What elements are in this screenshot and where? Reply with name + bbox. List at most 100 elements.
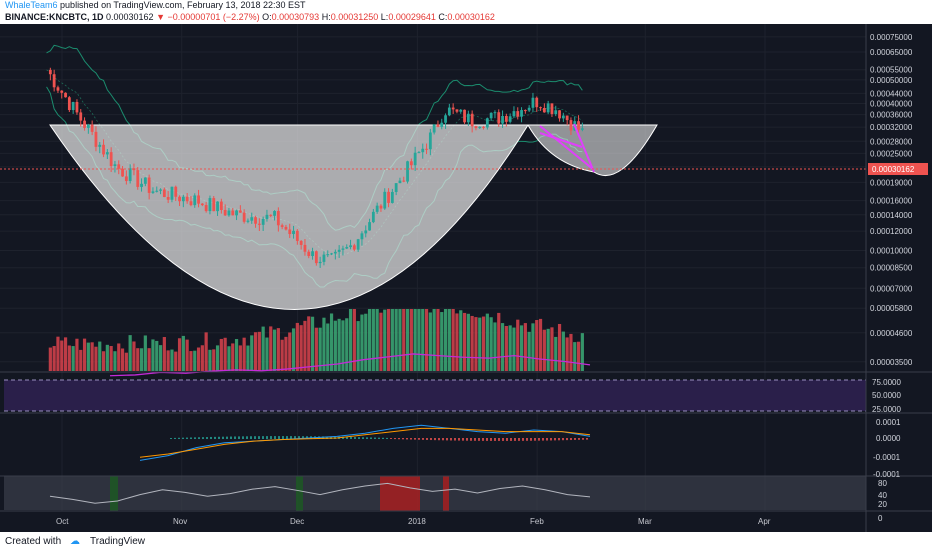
macd-hist-bar	[550, 438, 552, 441]
candle-body	[288, 229, 292, 235]
macd-hist-bar	[582, 438, 584, 440]
volume-bar	[497, 312, 501, 371]
macd-hist-bar	[538, 438, 540, 441]
macd-hist-bar	[518, 438, 520, 441]
volume-bar	[303, 320, 307, 371]
candle-body	[181, 196, 185, 202]
candle-body	[360, 233, 364, 240]
tradingview-brand[interactable]: TradingView	[90, 536, 146, 547]
macd-hist-bar	[302, 436, 304, 439]
open-label: O:	[262, 12, 272, 22]
bollinger-basis	[46, 69, 583, 256]
macd-hist-bar	[378, 437, 380, 439]
volume-bar	[63, 337, 68, 371]
macd-hist-bar	[342, 436, 344, 439]
volume-bar	[557, 323, 562, 371]
candle-body	[512, 111, 516, 117]
candle-body	[413, 152, 417, 166]
candle-body	[447, 107, 451, 116]
candle-body	[451, 107, 455, 110]
volume-bar	[200, 345, 204, 371]
time-tick-dec: Dec	[290, 517, 304, 526]
macd-hist-bar	[482, 438, 484, 441]
macd-hist-bar	[486, 438, 488, 441]
macd-hist-bar	[298, 436, 300, 439]
macd-hist-bar	[278, 436, 280, 439]
volume-bar	[79, 349, 83, 371]
volume-bar	[231, 343, 235, 371]
price-axis-label: 0.00007000	[870, 284, 913, 293]
candle-body	[67, 97, 71, 111]
candle-body	[428, 132, 432, 150]
volume-bar	[284, 336, 288, 371]
macd-hist-bar	[570, 438, 572, 441]
volume-bar	[105, 344, 109, 371]
macd-hist-bar	[218, 436, 220, 439]
macd-hist-bar	[222, 436, 224, 439]
volume-bar	[493, 322, 497, 371]
macd-hist-bar	[526, 438, 528, 441]
volume-bar	[117, 343, 121, 371]
price-axis[interactable]: 0.00075000 0.00065000 0.000550000.00050000…	[870, 33, 913, 367]
macd-tick-neg1: -0.0001	[873, 453, 901, 462]
candle-body	[200, 203, 204, 206]
volume-bar	[440, 312, 444, 371]
macd-hist-bar	[242, 436, 244, 439]
macd-hist-bar	[286, 436, 288, 439]
candle-body	[295, 230, 299, 241]
macd-hist-bar	[426, 438, 428, 440]
volume-bar	[405, 309, 410, 371]
macd-hist-bar	[178, 437, 180, 439]
macd-hist-bar	[414, 438, 416, 440]
time-axis[interactable]: Oct Nov Dec 2018 Feb Mar Apr	[56, 517, 771, 526]
candle-body	[554, 110, 558, 115]
candle-body	[409, 161, 413, 166]
macd-hist-bar	[422, 438, 424, 440]
candle-body	[493, 112, 497, 114]
candle-body	[162, 189, 166, 198]
volume-bar	[451, 309, 455, 371]
candle-body	[561, 115, 565, 119]
macd-hist-bar	[206, 437, 208, 439]
volume-bar	[98, 341, 102, 371]
macd-hist-bar	[406, 438, 408, 440]
volume-bar	[128, 335, 132, 371]
macd-hist-bar	[438, 438, 440, 441]
wedge-mid-line	[539, 132, 583, 148]
volume-bar	[322, 317, 326, 371]
candle-body	[523, 110, 527, 112]
volume-bar	[151, 339, 155, 371]
macd-hist-bar	[270, 436, 272, 439]
volume-bar	[523, 323, 527, 371]
author-link[interactable]: WhaleTeam6	[5, 0, 58, 10]
chart-canvas[interactable]: 0.00075000 0.00065000 0.000550000.00050000…	[0, 24, 932, 532]
time-tick-mar: Mar	[638, 517, 652, 526]
macd-hist-bar	[358, 437, 360, 439]
candle-body	[75, 101, 79, 113]
candle-body	[90, 124, 94, 132]
candle-body	[208, 198, 212, 212]
time-tick-2018: 2018	[408, 517, 426, 526]
volume-bar	[280, 339, 284, 371]
macd-hist-bar	[174, 437, 176, 439]
rsi-tick-25: 25.0000	[872, 405, 901, 414]
volume-bar	[417, 309, 421, 371]
volume-bar	[269, 326, 273, 371]
candle-body	[98, 144, 102, 147]
candle-body	[421, 148, 425, 153]
volume-bar	[52, 346, 56, 371]
candle-body	[185, 196, 189, 202]
macd-hist-bar	[350, 436, 352, 439]
symbol-label[interactable]: BINANCE:KNCBTC, 1D	[5, 12, 104, 22]
macd-hist-bar	[478, 438, 480, 441]
macd-hist-bar	[554, 438, 556, 441]
candle-body	[109, 152, 113, 167]
volume-bar	[174, 351, 178, 371]
ohlc-legend: BINANCE:KNCBTC, 1D 0.00030162 ▼ −0.00000…	[5, 11, 495, 23]
volume-bar	[542, 329, 546, 371]
candle-body	[485, 118, 489, 128]
candle-body	[151, 191, 155, 193]
macd-axis: 0.0001 0.0000 -0.0001 -0.0001	[873, 418, 901, 479]
candle-body	[406, 161, 409, 182]
candle-body	[269, 214, 273, 216]
